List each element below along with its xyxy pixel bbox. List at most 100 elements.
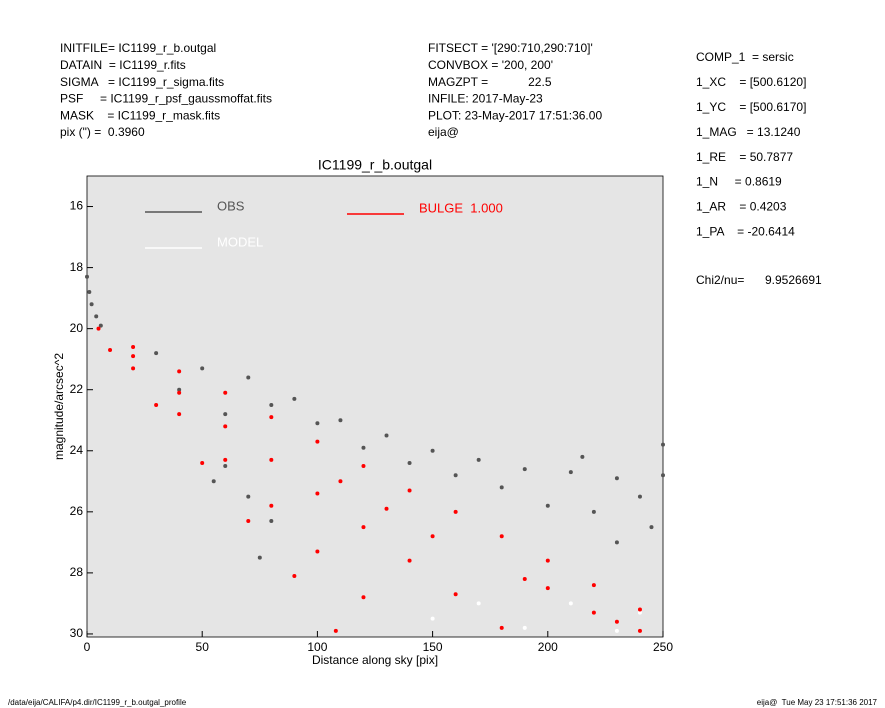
y-tick-label: 28 (70, 565, 84, 579)
fit-param: COMP_1 = sersic (696, 50, 794, 64)
point (246, 494, 251, 499)
point (637, 607, 642, 612)
chi2-label: Chi2/nu= (696, 273, 744, 287)
point (98, 323, 103, 328)
header-line: INFILE: 2017-May-23 (428, 92, 543, 106)
point (568, 470, 573, 475)
header-line: MAGZPT = 22.5 (428, 75, 552, 89)
point (407, 460, 412, 465)
point (246, 518, 251, 523)
footer-stamp: eija@ Tue May 23 17:51:36 2017 (757, 698, 878, 707)
x-tick-label: 200 (538, 640, 558, 654)
y-tick-label: 26 (70, 504, 84, 518)
point (407, 488, 412, 493)
point (637, 628, 642, 633)
legend-label: MODEL (217, 234, 263, 249)
header-line: eija@ (428, 125, 459, 139)
point (338, 418, 343, 423)
point (430, 448, 435, 453)
point (223, 412, 228, 417)
point (315, 421, 320, 426)
point (522, 467, 527, 472)
point (94, 314, 99, 319)
point (499, 534, 504, 539)
point (177, 412, 182, 417)
header-line: MASK = IC1199_r_mask.fits (60, 108, 220, 122)
point (269, 402, 274, 407)
point (154, 351, 159, 356)
point (257, 555, 262, 560)
point (131, 354, 136, 359)
y-tick-label: 16 (70, 199, 84, 213)
point (614, 540, 619, 545)
footer-path: /data/eija/CALIFA/p4.dir/IC1199_r_b.outg… (8, 698, 187, 707)
point (89, 302, 94, 307)
point (200, 366, 205, 371)
point (453, 509, 458, 514)
header-line: DATAIN = IC1199_r.fits (60, 58, 186, 72)
fit-param: 1_PA = -20.6414 (696, 224, 795, 238)
point (361, 464, 366, 469)
point (384, 506, 389, 511)
point (614, 628, 619, 633)
y-tick-label: 24 (70, 443, 84, 457)
chart-title: IC1199_r_b.outgal (318, 157, 432, 173)
header-line: PSF = IC1199_r_psf_gaussmoffat.fits (60, 92, 272, 106)
header-line: FITSECT = '[290:710,290:710]' (428, 41, 593, 55)
y-tick-label: 20 (70, 321, 84, 335)
y-tick-label: 22 (70, 382, 84, 396)
point (361, 445, 366, 450)
point (614, 619, 619, 624)
point (269, 518, 274, 523)
fit-param: 1_XC = [500.6120] (696, 75, 806, 89)
point (223, 457, 228, 462)
point (338, 479, 343, 484)
point (661, 442, 665, 447)
point (223, 464, 228, 469)
point (211, 479, 216, 484)
point (453, 592, 458, 597)
point (545, 558, 550, 563)
chi2-value: 9.9526691 (765, 273, 822, 287)
x-tick-label: 150 (423, 640, 443, 654)
point (361, 525, 366, 530)
point (591, 610, 596, 615)
point (591, 509, 596, 514)
point (269, 503, 274, 508)
point (637, 494, 642, 499)
point (649, 525, 654, 530)
point (476, 601, 481, 606)
legend-label: BULGE 1.000 (419, 200, 503, 215)
point (591, 583, 596, 588)
point (177, 369, 182, 374)
point (614, 476, 619, 481)
y-tick-label: 18 (70, 260, 84, 274)
point (453, 473, 458, 478)
x-tick-label: 50 (196, 640, 210, 654)
point (292, 573, 297, 578)
x-axis-label: Distance along sky [pix] (312, 653, 438, 667)
fit-param: 1_RE = 50.7877 (696, 150, 793, 164)
point (315, 439, 320, 444)
legend-label: OBS (217, 198, 245, 213)
point (522, 625, 527, 630)
x-tick-label: 0 (84, 640, 91, 654)
header-line: INITFILE= IC1199_r_b.outgal (60, 41, 216, 55)
header-line: pix (") = 0.3960 (60, 125, 145, 139)
point (580, 454, 585, 459)
point (430, 534, 435, 539)
point (177, 390, 182, 395)
x-tick-label: 250 (653, 640, 673, 654)
point (315, 491, 320, 496)
point (430, 616, 435, 621)
point (333, 628, 338, 633)
header-line: PLOT: 23-May-2017 17:51:36.00 (428, 108, 602, 122)
plot-area (86, 175, 664, 638)
point (223, 390, 228, 395)
header-line: CONVBOX = '200, 200' (428, 58, 553, 72)
fit-param: 1_AR = 0.4203 (696, 200, 787, 214)
x-tick-label: 100 (307, 640, 327, 654)
point (108, 348, 113, 353)
fit-param: 1_YC = [500.6170] (696, 100, 806, 114)
